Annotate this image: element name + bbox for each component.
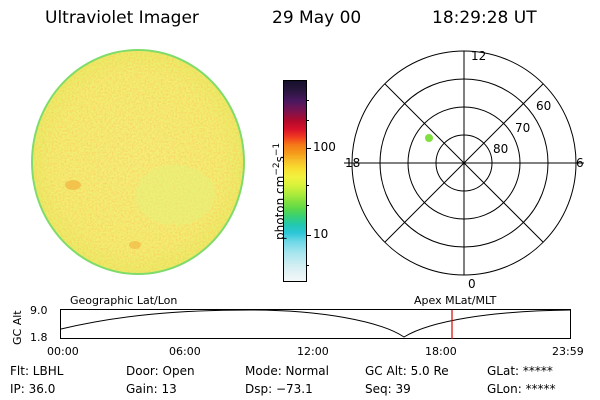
geographic-title: Geographic Lat/Lon <box>70 294 178 307</box>
altitude-curve <box>60 309 571 338</box>
colorbar-minor-tick <box>306 120 309 121</box>
lat-70-label: 70 <box>515 121 530 135</box>
x-tick-1800: 18:00 <box>425 345 457 358</box>
colorbar-minor-tick <box>306 205 309 206</box>
seq-status: Seq: 39 <box>365 382 411 396</box>
colorbar-tick <box>306 235 311 236</box>
x-tick-0000: 00:00 <box>47 345 79 358</box>
date-label: 29 May 00 <box>272 8 362 28</box>
gc-alt-axis-label: GC Alt <box>11 310 24 345</box>
mlt-6-label: 6 <box>576 156 584 170</box>
gc-alt-status: GC Alt: 5.0 Re <box>365 364 449 378</box>
mode-status: Mode: Normal <box>245 364 329 378</box>
lat-60-label: 60 <box>536 99 551 113</box>
door-status: Door: Open <box>126 364 195 378</box>
orbit-altitude-plot <box>60 309 571 339</box>
filter-status: Flt: LBHL <box>10 364 64 378</box>
mlt-18-label: 18 <box>345 156 360 170</box>
y-tick-top: 9.0 <box>30 304 48 317</box>
instrument-title: Ultraviolet Imager <box>45 8 199 28</box>
colorbar-label-100: 100 <box>313 140 336 154</box>
x-tick-1200: 12:00 <box>297 345 329 358</box>
colorbar-minor-tick <box>306 185 309 186</box>
spacecraft-footpoint <box>425 134 433 142</box>
color-scale-gradient <box>283 80 307 282</box>
bright-patch <box>65 180 81 190</box>
orbit-plot-frame <box>60 309 571 339</box>
colorbar-minor-tick <box>306 100 309 101</box>
colorbar-label-10: 10 <box>313 227 329 241</box>
dim-region <box>135 165 215 225</box>
disk-texture <box>33 51 243 273</box>
glon-status: GLon: ***** <box>487 382 556 396</box>
lat-80-label: 80 <box>493 142 508 156</box>
x-tick-0600: 06:00 <box>169 345 201 358</box>
x-tick-2359: 23:59 <box>552 345 584 358</box>
colorbar-minor-tick <box>306 265 309 266</box>
y-tick-bottom: 1.8 <box>30 331 48 344</box>
uv-earth-image <box>31 49 245 275</box>
bright-patch <box>129 241 141 249</box>
meridian-diag-2 <box>384 83 544 243</box>
ip-status: IP: 36.0 <box>10 382 56 396</box>
apex-title: Apex MLat/MLT <box>414 294 497 307</box>
polar-plot: 12 18 6 0 60 70 80 <box>344 49 584 290</box>
time-label: 18:29:28 UT <box>432 8 537 28</box>
colorbar-tick <box>306 148 311 149</box>
colorbar-unit-label: photon cm−2s−1 <box>272 142 287 240</box>
mlt-12-label: 12 <box>471 49 486 63</box>
dsp-status: Dsp: −73.1 <box>245 382 313 396</box>
mlt-0-label: 0 <box>468 277 476 290</box>
glat-status: GLat: ***** <box>487 364 553 378</box>
color-scale <box>283 80 311 282</box>
gain-status: Gain: 13 <box>126 382 177 396</box>
